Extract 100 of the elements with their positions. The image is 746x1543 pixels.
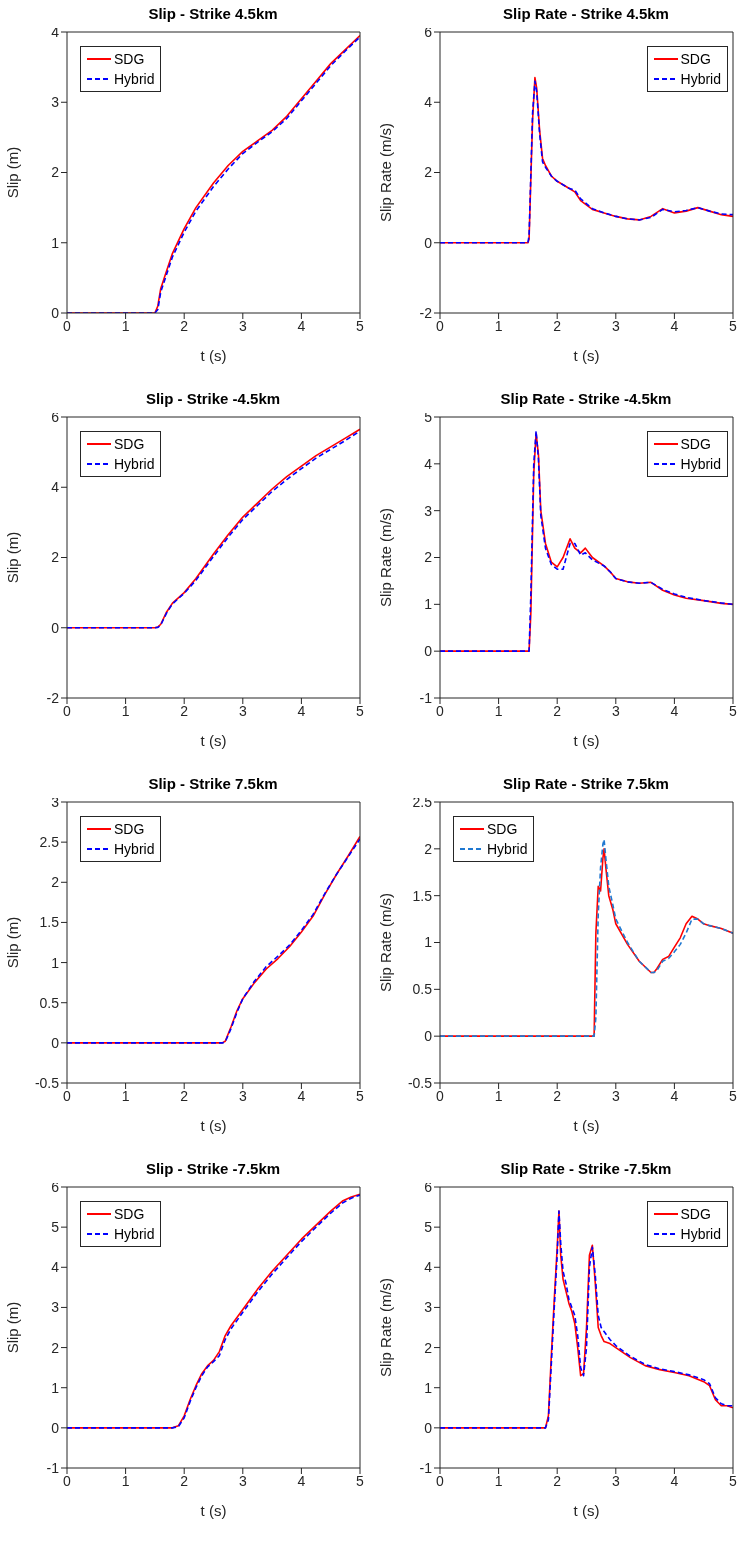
y-tick-label: 4 (51, 23, 60, 40)
x-tick-label: 3 (611, 1472, 620, 1489)
legend-label: Hybrid (680, 70, 721, 89)
y-tick-label: 0 (51, 619, 60, 636)
y-tick-label: 1 (51, 1379, 60, 1396)
legend-label: SDG (114, 435, 145, 454)
line-series (440, 1210, 733, 1429)
y-tick-label: -1 (419, 1459, 433, 1476)
y-tick-label: -0.5 (34, 1074, 60, 1091)
x-tick-label: 5 (356, 317, 365, 334)
chart-title: Slip - Strike 7.5km (148, 775, 278, 792)
chart-title: Slip Rate - Strike -4.5km (500, 390, 672, 407)
x-tick-label: 3 (238, 1087, 247, 1104)
y-tick-label: 2 (424, 840, 433, 857)
legend-label: Hybrid (680, 1225, 721, 1244)
chart-title: Slip - Strike 4.5km (148, 5, 278, 22)
x-tick-label: 0 (63, 1087, 72, 1104)
y-tick-label: 3 (51, 1299, 60, 1316)
y-tick-label: 6 (51, 1178, 60, 1195)
x-tick-label: 0 (436, 1472, 445, 1489)
y-tick-label: 6 (424, 1178, 433, 1195)
y-tick-label: 1 (51, 234, 60, 251)
y-tick-label: 1.5 (412, 887, 433, 904)
y-tick-label: 1 (51, 954, 60, 971)
x-tick-label: 1 (121, 1472, 130, 1489)
x-axis-title: t (s) (573, 732, 600, 749)
x-axis-title: t (s) (573, 1117, 600, 1134)
legend-label: SDG (114, 820, 145, 839)
y-tick-label: 0.5 (412, 981, 433, 998)
y-tick-label: 0 (424, 234, 433, 251)
y-tick-label: 6 (51, 408, 60, 425)
x-tick-label: 3 (611, 702, 620, 719)
y-tick-label: 2 (51, 1339, 60, 1356)
legend-label: Hybrid (114, 455, 155, 474)
y-axis-title: Slip (m) (4, 1301, 22, 1354)
x-tick-label: 5 (729, 1472, 738, 1489)
y-tick-label: -0.5 (407, 1074, 433, 1091)
x-tick-label: 0 (436, 317, 445, 334)
legend-label: SDG (114, 50, 145, 69)
x-tick-label: 2 (553, 317, 562, 334)
x-tick-label: 5 (356, 702, 365, 719)
legend-label: Hybrid (114, 70, 155, 89)
x-axis-title: t (s) (573, 1502, 600, 1519)
legend-label: Hybrid (114, 840, 155, 859)
y-axis-title: Slip (m) (4, 146, 22, 199)
y-axis-title: Slip Rate (m/s) (377, 122, 395, 223)
x-axis-title: t (s) (200, 347, 227, 364)
x-tick-label: 3 (238, 1472, 247, 1489)
x-axis-title: t (s) (200, 1117, 227, 1134)
legend-label: SDG (680, 50, 711, 69)
chart-title: Slip - Strike -4.5km (145, 390, 281, 407)
y-tick-label: 2 (51, 874, 60, 891)
x-tick-label: 0 (63, 702, 72, 719)
y-axis-title: Slip (m) (4, 916, 22, 969)
y-tick-label: 0 (424, 1419, 433, 1436)
x-tick-label: 1 (121, 702, 130, 719)
chart-title: Slip Rate - Strike 4.5km (503, 5, 669, 22)
y-tick-label: 3 (424, 1299, 433, 1316)
x-axis-title: t (s) (200, 1502, 227, 1519)
x-tick-label: 3 (238, 702, 247, 719)
y-tick-label: 1 (424, 1379, 433, 1396)
x-tick-label: 0 (436, 1087, 445, 1104)
x-tick-label: 2 (553, 702, 562, 719)
x-tick-label: 2 (553, 1087, 562, 1104)
x-axis-title: t (s) (573, 347, 600, 364)
y-tick-label: 1.5 (39, 914, 60, 931)
y-tick-label: 0 (51, 1419, 60, 1436)
x-tick-label: 1 (121, 317, 130, 334)
x-tick-label: 4 (670, 1087, 679, 1104)
legend-label: Hybrid (487, 840, 528, 859)
y-tick-label: 0 (424, 643, 433, 660)
chart-title: Slip Rate - Strike 7.5km (503, 775, 669, 792)
y-tick-label: 0 (424, 1028, 433, 1045)
x-tick-label: 4 (670, 317, 679, 334)
y-tick-label: -1 (46, 1459, 60, 1476)
legend-label: Hybrid (114, 1225, 155, 1244)
legend-label: SDG (680, 435, 711, 454)
x-axis-title: t (s) (200, 732, 227, 749)
y-tick-label: 3 (424, 502, 433, 519)
y-tick-label: 2.5 (412, 793, 433, 810)
y-tick-label: 2 (424, 549, 433, 566)
x-tick-label: 4 (297, 317, 306, 334)
chart-title: Slip Rate - Strike -7.5km (500, 1160, 672, 1177)
x-tick-label: 2 (553, 1472, 562, 1489)
legend-label: SDG (114, 1205, 145, 1224)
x-tick-label: 1 (494, 1472, 503, 1489)
x-tick-label: 0 (436, 702, 445, 719)
x-tick-label: 4 (297, 1472, 306, 1489)
x-tick-label: 4 (670, 1472, 679, 1489)
y-axis-title: Slip Rate (m/s) (377, 1277, 395, 1378)
chart-title: Slip - Strike -7.5km (145, 1160, 281, 1177)
x-tick-label: 2 (180, 317, 189, 334)
x-tick-label: 2 (180, 1087, 189, 1104)
x-tick-label: 2 (180, 1472, 189, 1489)
legend-label: Hybrid (680, 455, 721, 474)
x-tick-label: 3 (611, 317, 620, 334)
y-tick-label: 0 (51, 304, 60, 321)
x-tick-label: 4 (670, 702, 679, 719)
x-tick-label: 4 (297, 702, 306, 719)
y-tick-label: 2.5 (39, 834, 60, 851)
